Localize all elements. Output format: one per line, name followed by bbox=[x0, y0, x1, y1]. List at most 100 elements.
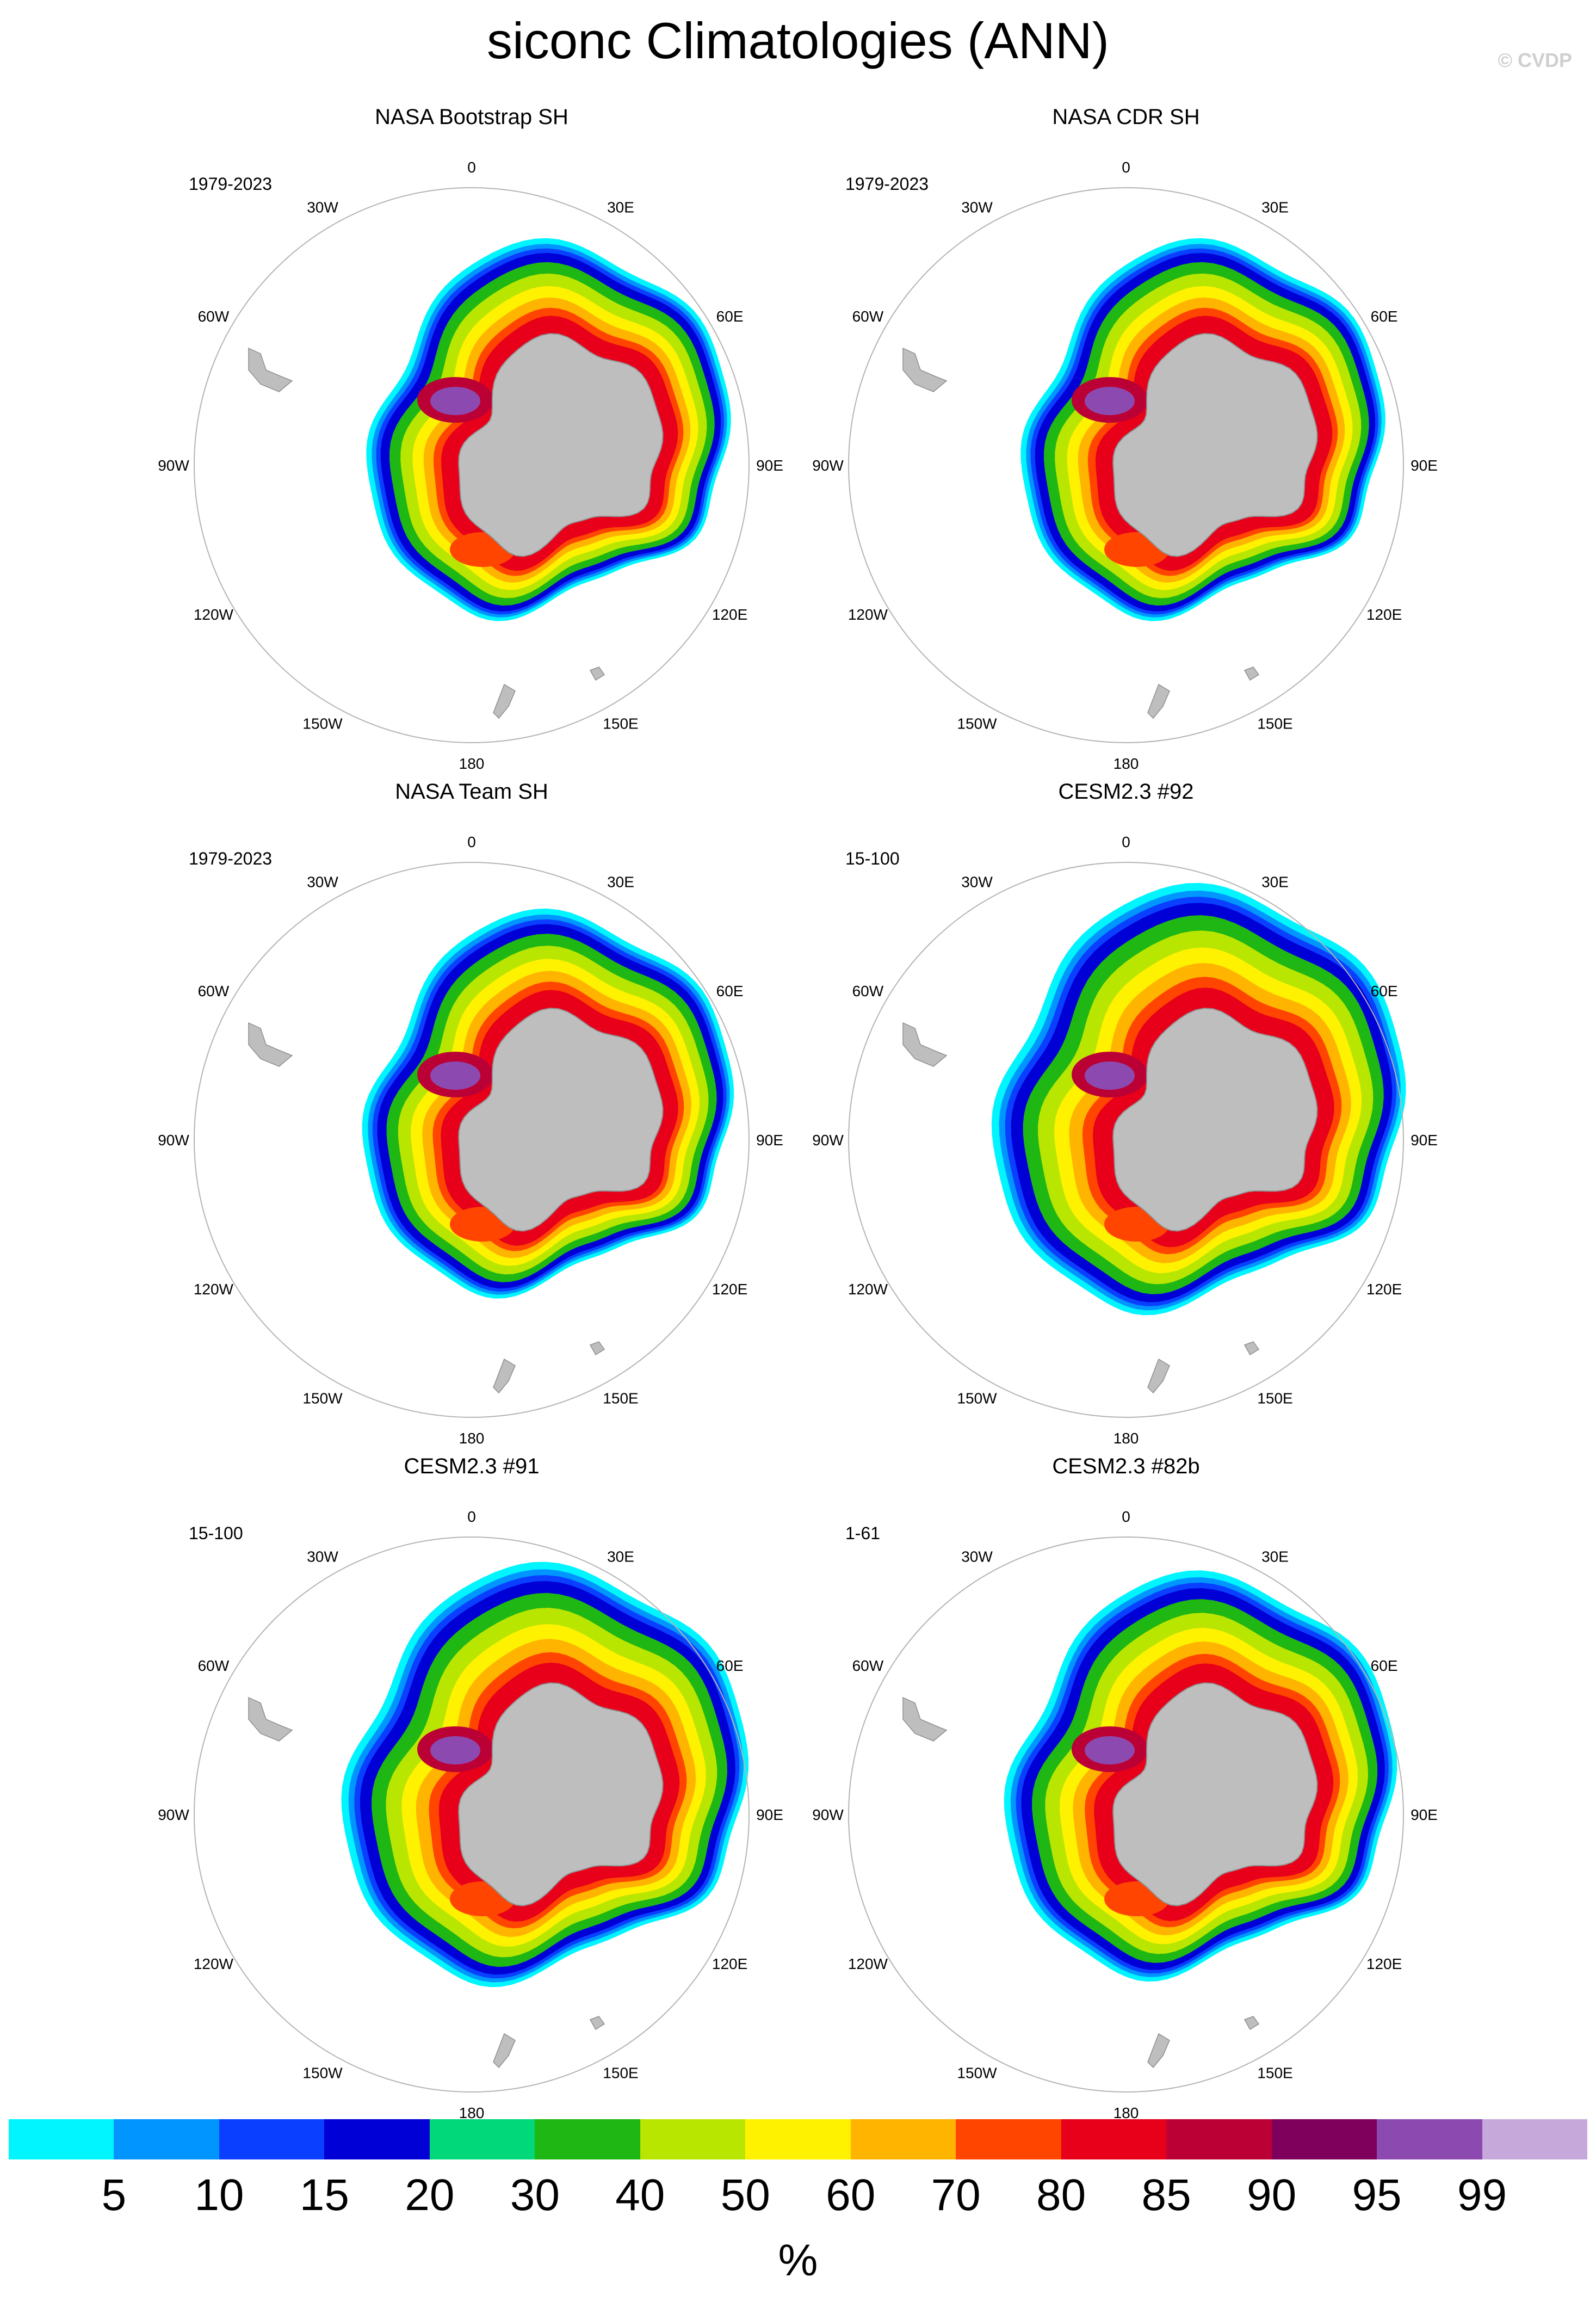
longitude-label: 120W bbox=[848, 1955, 888, 1972]
panel-title: CESM2.3 #91 bbox=[404, 1454, 540, 1478]
polar-map: 0 30E 60E 90E 120E 150E 180 150W 120W 90W 60W 30W bbox=[158, 159, 783, 772]
longitude-label: 60W bbox=[198, 308, 230, 325]
longitude-label: 90E bbox=[1411, 457, 1438, 474]
longitude-label: 30E bbox=[1261, 1548, 1289, 1565]
panel-title: NASA Bootstrap SH bbox=[375, 105, 568, 129]
longitude-label: 150W bbox=[302, 1390, 343, 1407]
antarctica-landmass bbox=[458, 333, 664, 557]
longitude-label: 180 bbox=[1114, 1430, 1139, 1447]
colorbar-swatch bbox=[1271, 2119, 1377, 2159]
colorbar-label: 80 bbox=[1036, 2170, 1086, 2220]
longitude-label: 150E bbox=[1257, 715, 1292, 732]
longitude-label: 30W bbox=[307, 1548, 338, 1565]
tasmania-landmass bbox=[589, 666, 605, 681]
colorbar-unit: % bbox=[778, 2236, 818, 2285]
map-panel: NASA Bootstrap SH 1979-2023 0 30E 60E 90E 12… bbox=[118, 103, 825, 773]
south-america-landmass bbox=[248, 1022, 293, 1067]
figure-title: siconc Climatologies (ANN) bbox=[487, 12, 1109, 69]
longitude-label: 120E bbox=[712, 1955, 747, 1972]
longitude-label: 90W bbox=[158, 1806, 189, 1823]
weddell-sea-ice-core bbox=[430, 387, 480, 415]
colorbar-label: 95 bbox=[1352, 2170, 1402, 2220]
panel-title: NASA Team SH bbox=[395, 780, 548, 804]
panel-title: NASA CDR SH bbox=[1052, 105, 1200, 129]
longitude-label: 90E bbox=[756, 457, 783, 474]
longitude-label: 60W bbox=[198, 983, 230, 999]
longitude-label: 120W bbox=[194, 1955, 234, 1972]
longitude-label: 0 bbox=[467, 159, 476, 176]
colorbar-swatch bbox=[114, 2119, 219, 2159]
colorbar-swatch bbox=[219, 2119, 325, 2159]
longitude-label: 60E bbox=[1371, 983, 1398, 999]
longitude-label: 180 bbox=[459, 2104, 485, 2121]
longitude-label: 60W bbox=[852, 308, 884, 325]
new-zealand-landmass bbox=[1147, 1358, 1170, 1394]
map-panel: CESM2.3 #91 15-100 0 30E 60E 90E 120E 150E 180… bbox=[118, 1453, 825, 2122]
longitude-label: 120E bbox=[712, 606, 747, 623]
longitude-label: 120W bbox=[194, 606, 234, 623]
new-zealand-landmass bbox=[493, 1358, 516, 1394]
polar-map: 0 30E 60E 90E 120E 150E 180 150W 120W 90W 60W 30W bbox=[158, 834, 783, 1447]
longitude-label: 90E bbox=[1411, 1806, 1438, 1823]
tasmania-landmass bbox=[1244, 666, 1260, 681]
south-america-landmass bbox=[248, 1696, 293, 1742]
colorbar-swatch bbox=[1166, 2119, 1272, 2159]
longitude-label: 60W bbox=[198, 1657, 230, 1674]
longitude-label: 90W bbox=[158, 457, 189, 474]
longitude-label: 90E bbox=[1411, 1132, 1438, 1149]
colorbar-label: 20 bbox=[405, 2170, 455, 2220]
longitude-label: 30W bbox=[961, 873, 993, 890]
longitude-label: 60E bbox=[716, 308, 744, 325]
colorbar-swatch bbox=[1061, 2119, 1167, 2159]
map-boundary bbox=[194, 1536, 750, 2093]
polar-map: 0 30E 60E 90E 120E 150E 180 150W 120W 90W 60W 30W bbox=[812, 1508, 1438, 2121]
weddell-sea-ice-core bbox=[430, 1736, 480, 1764]
longitude-label: 120E bbox=[1366, 1955, 1402, 1972]
longitude-label: 30E bbox=[607, 199, 634, 215]
colorbar-swatch bbox=[429, 2119, 535, 2159]
longitude-label: 60E bbox=[716, 1657, 744, 1674]
longitude-label: 150E bbox=[1257, 2065, 1292, 2082]
panel-period: 1979-2023 bbox=[845, 174, 929, 194]
panel-period: 1979-2023 bbox=[189, 849, 273, 868]
colorbar-swatch bbox=[9, 2119, 114, 2159]
panel-period: 1979-2023 bbox=[189, 174, 273, 194]
longitude-label: 60E bbox=[1371, 308, 1398, 325]
longitude-label: 90W bbox=[812, 457, 844, 474]
colorbar-label: 85 bbox=[1141, 2170, 1191, 2220]
longitude-label: 120W bbox=[194, 1281, 234, 1298]
colorbar-swatch bbox=[850, 2119, 956, 2159]
south-america-landmass bbox=[902, 1022, 948, 1067]
tasmania-landmass bbox=[1244, 2016, 1260, 2031]
south-america-landmass bbox=[248, 347, 293, 392]
colorbar-labels: 5 10 15 20 30 40 50 60 70 80 85 90 95 99 bbox=[9, 2168, 1587, 2223]
longitude-label: 120E bbox=[712, 1281, 747, 1298]
colorbar-label: 60 bbox=[826, 2170, 876, 2220]
map-panel: NASA Team SH 1979-2023 0 30E 60E 90E 120E 150… bbox=[118, 778, 825, 1447]
colorbar-label: 99 bbox=[1457, 2170, 1507, 2220]
longitude-label: 150W bbox=[957, 2065, 997, 2082]
longitude-label: 150E bbox=[603, 1390, 638, 1407]
antarctica-landmass bbox=[1112, 1008, 1318, 1232]
panel-period: 15-100 bbox=[189, 1523, 243, 1543]
longitude-label: 150W bbox=[957, 1390, 997, 1407]
longitude-label: 90W bbox=[812, 1806, 844, 1823]
longitude-label: 60W bbox=[852, 983, 884, 999]
panel-title: CESM2.3 #82b bbox=[1052, 1454, 1200, 1478]
colorbar bbox=[9, 2119, 1588, 2159]
longitude-label: 150E bbox=[1257, 1390, 1292, 1407]
longitude-label: 180 bbox=[1114, 755, 1139, 772]
colorbar-swatch bbox=[535, 2119, 640, 2159]
weddell-sea-ice-core bbox=[430, 1061, 480, 1090]
map-boundary bbox=[848, 187, 1404, 743]
polar-map: 0 30E 60E 90E 120E 150E 180 150W 120W 90W 60W 30W bbox=[812, 159, 1438, 772]
south-america-landmass bbox=[902, 1696, 948, 1742]
new-zealand-landmass bbox=[493, 683, 516, 719]
longitude-label: 30W bbox=[961, 199, 993, 215]
colorbar-label: 70 bbox=[931, 2170, 981, 2220]
longitude-label: 90E bbox=[756, 1806, 783, 1823]
map-panel: NASA CDR SH 1979-2023 0 30E 60E 90E 120E 150E… bbox=[772, 103, 1480, 773]
longitude-label: 120W bbox=[848, 606, 888, 623]
weddell-sea-ice-core bbox=[1085, 1061, 1135, 1090]
longitude-label: 30E bbox=[607, 873, 634, 890]
